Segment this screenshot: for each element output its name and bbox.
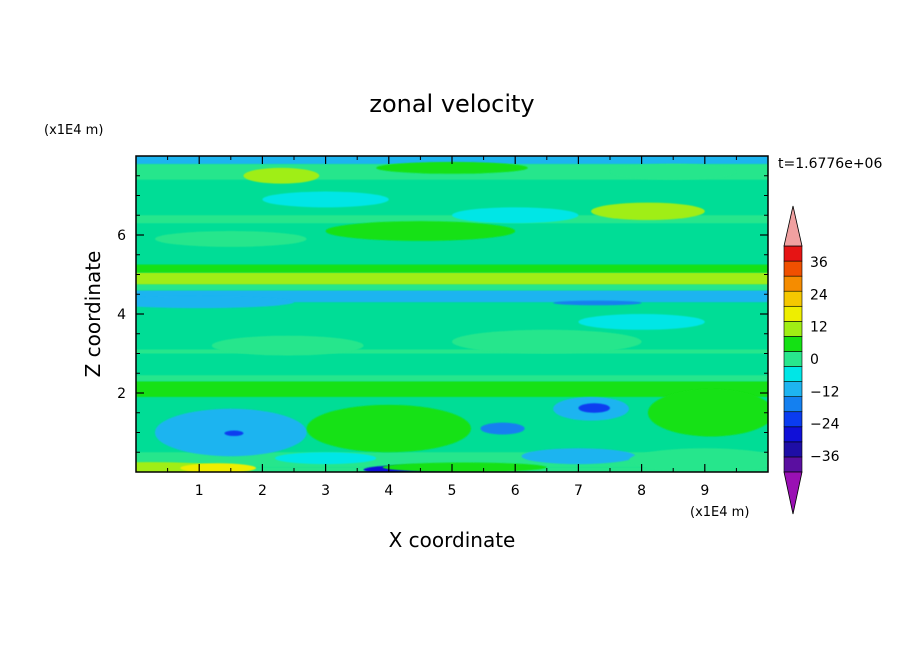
colorbar-swatch [783,411,803,428]
contour-patch [452,329,642,354]
contour-band [136,349,768,354]
contour-patch [376,161,528,174]
y-axis-ticks: 2 4 6 [117,175,768,453]
colorbar-tick-label: 12 [810,320,828,336]
colorbar-swatch [783,366,803,382]
contour-band [136,290,768,303]
x-axis-label: X coordinate [389,528,516,552]
contour-patch [211,335,364,356]
colorbar-tick-label: −12 [810,384,840,400]
contour-patch [610,163,737,180]
contour-patch [628,448,768,472]
colorbar-swatch [783,245,803,262]
contour-patch [243,167,320,184]
y-tick-label: 4 [117,307,126,323]
colorbar-tick-label: 36 [810,255,828,271]
contour-patch [325,221,516,241]
x-tick-label: 4 [384,483,393,499]
x-tick-label: 5 [448,483,457,499]
colorbar-swatch [783,290,803,307]
colorbar: 36 24 12 0 −12 −24 −36 [783,205,840,515]
contour-band [136,284,768,291]
x-tick-label: 6 [511,483,520,499]
contour-patch [480,422,525,435]
contour-patch [275,452,377,465]
contour-patch [578,314,705,330]
contour-patch [521,448,636,465]
plot-area [136,156,768,472]
contour-patch [553,300,642,306]
x-axis-ticks: 1 2 3 4 5 6 7 8 9 [167,156,737,499]
contour-patch [224,430,244,437]
colorbar-swatch [783,321,803,337]
colorbar-swatch [783,336,803,352]
colorbar-extend-high [783,205,803,247]
contour-band [136,264,768,273]
x-axis-unit: (x1E4 m) [690,505,749,520]
colorbar-extend-low [783,471,803,515]
colorbar-tick-label: 0 [810,352,819,368]
colorbar-tick-label: −36 [810,449,840,465]
contour-band [136,381,768,397]
time-label: t=1.6776e+06 [778,156,882,172]
colorbar-swatch [783,260,803,277]
contour-patch [647,389,768,437]
colorbar-swatch [783,275,803,292]
x-tick-label: 9 [700,483,709,499]
contour-patch [306,404,471,453]
colorbar-swatch [783,351,803,367]
x-tick-label: 3 [321,483,330,499]
colorbar-swatch [783,456,803,473]
chart-title: zonal velocity [369,90,534,118]
contour-patch [452,207,579,224]
colorbar-swatch [783,305,803,322]
colorbar-swatch [783,441,803,458]
contour-patch [382,462,547,472]
y-tick-label: 6 [117,228,126,244]
contour-patch [262,191,389,208]
colorbar-swatch [783,426,803,443]
contour-patch [591,202,705,220]
y-axis-unit: (x1E4 m) [44,123,103,138]
y-tick-label: 2 [117,386,126,402]
contour-patch [578,403,610,413]
contour-band [136,272,768,285]
contour-band [136,375,768,382]
colorbar-tick-label: −24 [810,417,840,433]
x-tick-label: 7 [574,483,583,499]
x-tick-label: 1 [195,483,204,499]
y-axis-label: Z coordinate [81,251,105,378]
contour-patch [154,231,307,247]
colorbar-tick-label: 24 [810,287,828,303]
colorbar-swatch [783,381,803,397]
x-tick-label: 2 [258,483,267,499]
x-tick-label: 8 [637,483,646,499]
contour-band [136,215,768,224]
colorbar-swatch [783,396,803,413]
contour-patch [136,296,294,309]
